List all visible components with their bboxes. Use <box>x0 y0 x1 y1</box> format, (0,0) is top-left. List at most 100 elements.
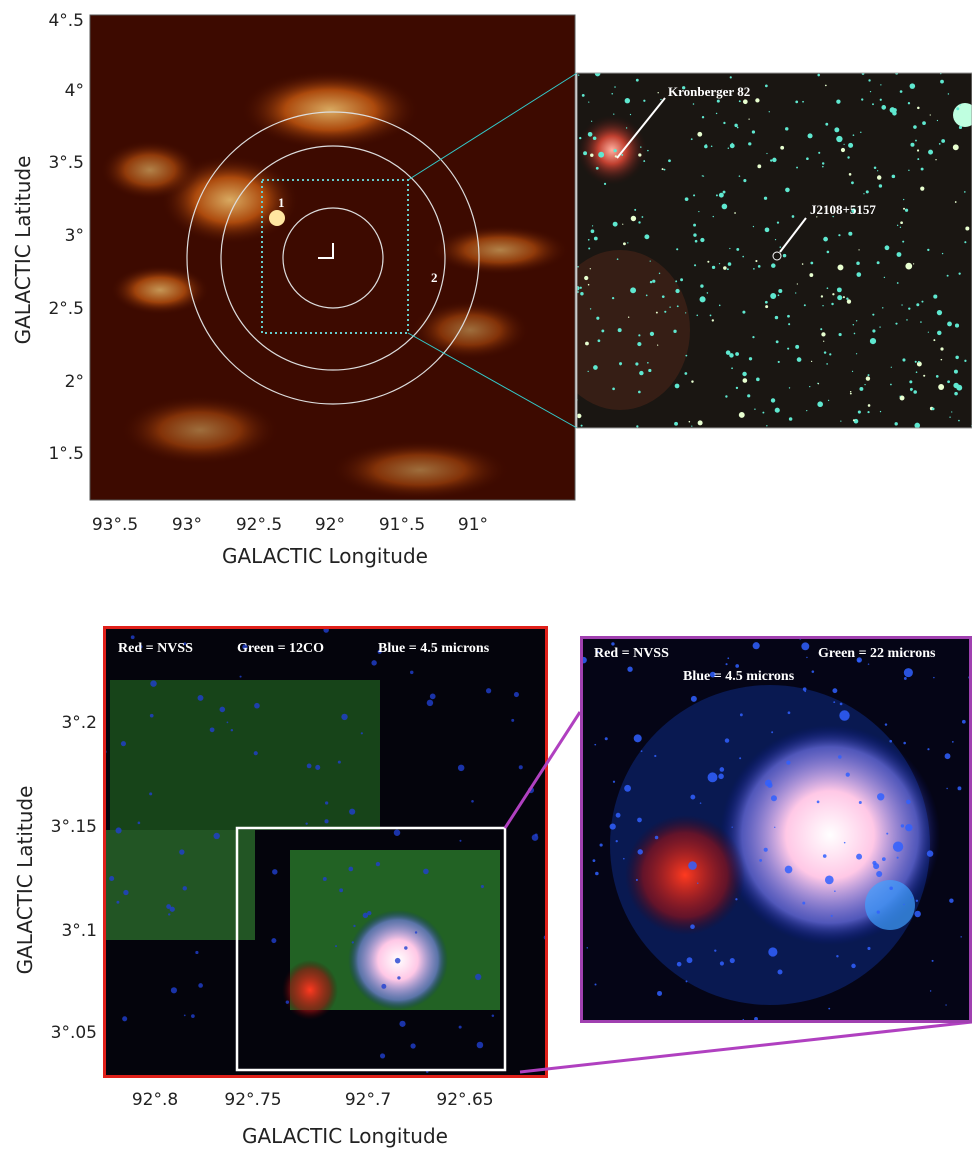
star <box>579 136 582 140</box>
star <box>736 247 740 251</box>
crosshair <box>318 243 334 259</box>
star <box>518 765 523 770</box>
star <box>951 741 954 743</box>
star <box>485 688 492 694</box>
star <box>946 787 948 790</box>
star <box>809 273 814 277</box>
star <box>903 668 913 678</box>
star <box>860 131 862 134</box>
star <box>676 305 679 308</box>
star <box>795 100 799 104</box>
y-tick-label: 3°.2 <box>61 713 97 733</box>
star <box>913 125 917 129</box>
star <box>960 936 962 938</box>
star <box>648 368 652 373</box>
star <box>831 302 834 306</box>
star <box>709 671 716 678</box>
star <box>475 973 482 981</box>
star <box>360 732 363 735</box>
star <box>867 946 871 950</box>
star <box>840 420 842 422</box>
star <box>820 295 824 298</box>
star <box>735 386 739 390</box>
star <box>851 208 857 214</box>
star <box>899 395 901 397</box>
star <box>916 361 922 367</box>
star <box>872 103 874 106</box>
star <box>846 299 852 304</box>
star <box>834 127 840 133</box>
star <box>615 812 621 818</box>
star <box>702 175 705 177</box>
star <box>579 286 582 289</box>
star <box>139 645 143 649</box>
star <box>909 380 913 384</box>
star <box>933 294 938 299</box>
legend-item: Blue = 4.5 microns <box>378 641 490 656</box>
star <box>938 384 945 390</box>
star <box>183 1014 186 1017</box>
star <box>770 795 777 802</box>
star <box>676 961 682 967</box>
star <box>921 300 924 303</box>
star <box>945 1004 947 1006</box>
star <box>900 824 905 828</box>
star <box>958 419 960 422</box>
star <box>832 688 838 694</box>
star <box>423 868 429 875</box>
star <box>721 203 728 210</box>
star <box>947 321 952 327</box>
star <box>902 358 906 362</box>
star <box>182 886 188 891</box>
star <box>710 145 713 148</box>
star <box>959 104 961 106</box>
star <box>823 340 825 342</box>
star <box>613 113 615 115</box>
star <box>829 353 832 356</box>
star <box>150 680 157 687</box>
star <box>788 417 793 421</box>
star <box>611 92 614 95</box>
star <box>617 328 622 333</box>
star <box>594 983 597 986</box>
star <box>747 394 751 398</box>
star <box>657 92 659 94</box>
legend-item: Green = 22 microns <box>818 646 936 661</box>
legend-item: Red = NVSS <box>594 646 669 661</box>
star <box>833 701 836 704</box>
composite-image <box>103 626 548 1078</box>
star <box>612 387 615 391</box>
star <box>908 307 911 310</box>
star <box>923 374 926 377</box>
star <box>627 242 629 244</box>
star <box>226 721 229 724</box>
star <box>669 306 671 308</box>
star <box>889 739 893 743</box>
star <box>876 175 882 180</box>
star <box>853 332 856 335</box>
star <box>735 352 739 356</box>
star <box>577 266 579 268</box>
star <box>115 827 122 834</box>
star <box>580 424 583 427</box>
star <box>787 711 791 715</box>
star <box>752 336 755 339</box>
star <box>593 365 598 370</box>
y-tick-label: 3°.1 <box>61 921 97 941</box>
star <box>684 197 689 202</box>
star <box>766 425 768 427</box>
star <box>954 201 957 203</box>
star <box>337 760 341 764</box>
star <box>587 370 589 373</box>
star <box>787 347 790 350</box>
star <box>818 151 821 154</box>
star <box>583 151 588 156</box>
star <box>826 363 828 365</box>
star <box>852 324 855 326</box>
star <box>381 983 387 989</box>
star <box>691 425 693 427</box>
star <box>873 863 880 870</box>
star <box>903 198 905 201</box>
star <box>884 245 890 251</box>
star <box>890 366 892 368</box>
